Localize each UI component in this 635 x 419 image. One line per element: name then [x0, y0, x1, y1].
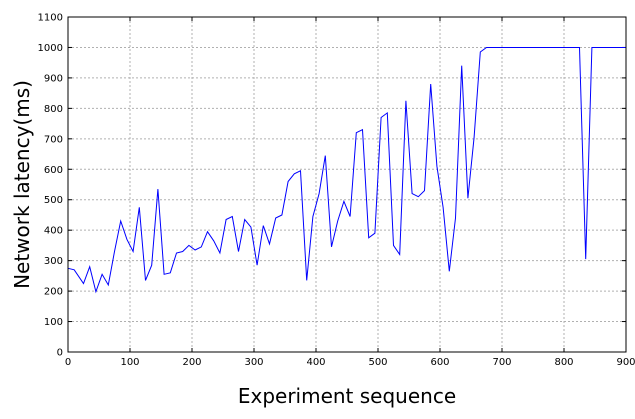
y-tick-label: 0 [57, 348, 63, 359]
y-tick-label: 600 [44, 165, 63, 176]
latency-series-line [67, 47, 626, 294]
grid-layer [67, 16, 627, 353]
x-tick-label: 400 [306, 357, 325, 368]
y-tick-label: 1000 [38, 43, 63, 54]
y-tick-label: 400 [44, 226, 63, 237]
x-tick-label: 300 [244, 357, 263, 368]
x-tick-label: 900 [616, 357, 635, 368]
tick-layer [67, 16, 627, 353]
y-axis-title: Network latency(ms) [10, 80, 34, 289]
x-tick-label: 0 [65, 357, 71, 368]
y-tick-label: 300 [44, 256, 63, 267]
x-axis-title: Experiment sequence [238, 384, 456, 408]
plot-frame [67, 16, 627, 353]
y-tick-label: 100 [44, 317, 63, 328]
y-tick-label: 700 [44, 134, 63, 145]
x-tick-label: 800 [554, 357, 573, 368]
x-tick-label: 100 [120, 357, 139, 368]
y-tick-label: 1100 [38, 13, 63, 24]
x-tick-label: 600 [430, 357, 449, 368]
series-layer [67, 47, 626, 294]
y-tick-label: 800 [44, 104, 63, 115]
x-tick-label: 500 [368, 357, 387, 368]
y-tick-label: 200 [44, 287, 63, 298]
x-tick-label: 700 [492, 357, 511, 368]
y-tick-label: 900 [44, 73, 63, 84]
y-tick-label: 500 [44, 195, 63, 206]
label-layer: 0 100 200 300 400 500 600 700 800 900 0 100 200 300 40… [38, 13, 635, 369]
x-tick-label: 200 [182, 357, 201, 368]
